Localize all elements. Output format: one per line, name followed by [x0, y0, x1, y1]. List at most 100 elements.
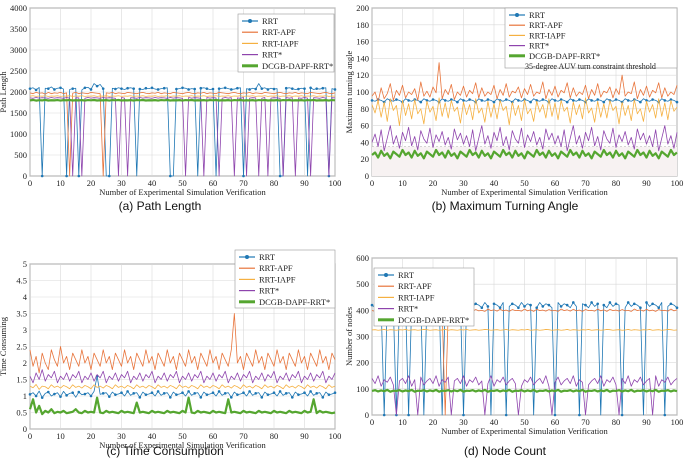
- y-tick-label: 3000: [10, 45, 27, 55]
- chart-c: 00.511.522.533.544.550 10 20 30 40 50 60 70 80 90…: [0, 249, 342, 458]
- data-point: [559, 305, 563, 308]
- data-point: [456, 100, 459, 104]
- data-point: [382, 413, 386, 417]
- y-tick-label: 4000: [10, 3, 27, 13]
- x-tick-label: 100: [671, 178, 684, 188]
- data-point: [590, 301, 593, 304]
- data-point: [553, 413, 557, 417]
- y-tick-label: 0: [23, 424, 27, 434]
- data-point: [126, 390, 129, 393]
- data-point: [407, 99, 410, 102]
- y-axis-label: Number of nodes: [344, 307, 354, 366]
- y-tick-label: 2: [23, 358, 27, 368]
- data-point: [217, 87, 221, 90]
- y-tick-label: 1: [23, 391, 27, 401]
- data-point: [529, 100, 532, 104]
- data-point: [254, 392, 257, 395]
- data-point: [114, 393, 117, 396]
- data-point: [248, 88, 251, 91]
- data-point: [83, 392, 87, 396]
- x-tick-label: 10: [56, 431, 65, 441]
- y-tick-label: 80: [361, 104, 370, 114]
- data-point: [156, 88, 160, 91]
- data-point: [480, 306, 484, 310]
- data-point: [425, 99, 429, 102]
- data-point: [34, 394, 38, 398]
- legend-label: DCGB-DAPF-RRT*: [529, 51, 600, 61]
- x-tick-label: 60: [551, 417, 560, 427]
- data-point: [205, 393, 209, 396]
- data-point: [132, 392, 135, 395]
- panel-caption: (d) Node Count: [464, 444, 547, 458]
- data-point: [620, 413, 624, 417]
- x-tick-label: 100: [329, 431, 342, 441]
- series-line-rrt-apf: [29, 92, 336, 177]
- data-point: [108, 395, 111, 398]
- data-point: [266, 393, 270, 396]
- data-point: [254, 87, 257, 91]
- legend-label: RRT-IAPF: [259, 274, 296, 284]
- y-tick-label: 40: [361, 137, 370, 147]
- data-point: [291, 396, 294, 399]
- data-point: [468, 98, 471, 101]
- data-point: [645, 99, 648, 102]
- legend-label: RRT*: [259, 286, 279, 296]
- x-tick-label: 40: [490, 417, 499, 427]
- legend-label: RRT: [262, 16, 279, 26]
- legend-label: RRT-APF: [262, 27, 296, 37]
- data-point: [291, 87, 294, 90]
- series-line-rrt-iapf: [29, 95, 336, 97]
- data-point: [108, 174, 111, 178]
- data-point: [77, 390, 81, 394]
- data-point: [297, 393, 300, 396]
- data-point: [53, 88, 56, 91]
- data-point: [315, 392, 319, 395]
- data-point: [523, 305, 526, 308]
- legend-box: [504, 7, 678, 69]
- data-point: [71, 391, 74, 395]
- data-point: [236, 393, 239, 396]
- data-point: [175, 393, 178, 396]
- x-tick-label: 80: [270, 178, 279, 188]
- x-axis-label: Number of Experimental Simulation Verifi…: [441, 426, 608, 436]
- data-point: [181, 86, 184, 90]
- x-tick-label: 0: [370, 417, 374, 427]
- chart-b: 0 20 40 60 80 100 120 140 160 180 200 0 10 20 30 40 50 60…: [344, 3, 683, 213]
- x-tick-label: 80: [612, 178, 621, 188]
- data-point: [71, 87, 74, 90]
- y-axis-label: Maximum turning angle: [344, 50, 354, 133]
- data-point: [230, 396, 233, 399]
- data-point: [40, 396, 44, 399]
- data-point: [223, 86, 227, 90]
- legend-label: DCGB-DAPF-RRT*: [262, 61, 333, 71]
- data-point: [675, 100, 679, 104]
- data-point: [608, 301, 612, 304]
- data-point: [443, 99, 447, 102]
- data-point: [639, 100, 642, 104]
- data-point: [431, 98, 435, 101]
- data-point: [565, 303, 569, 307]
- data-point: [535, 99, 538, 102]
- y-tick-label: 1500: [10, 108, 27, 118]
- data-point: [639, 306, 642, 310]
- legend-label: RRT-APF: [398, 281, 432, 291]
- x-tick-label: 80: [270, 431, 279, 441]
- series-line-dcgb-dapf-rrt-: [28, 396, 336, 416]
- data-point: [602, 100, 606, 104]
- legend-label: RRT*: [398, 304, 418, 314]
- x-tick-label: 30: [459, 178, 468, 188]
- data-point: [187, 88, 190, 91]
- data-point: [370, 303, 374, 307]
- data-point: [321, 86, 325, 90]
- data-point: [541, 98, 545, 101]
- data-point: [315, 87, 319, 90]
- data-point: [596, 302, 599, 306]
- data-point: [321, 396, 325, 399]
- legend-marker: [515, 13, 519, 17]
- data-point: [303, 87, 306, 90]
- x-tick-label: 70: [581, 417, 590, 427]
- y-tick-label: 1000: [10, 129, 27, 139]
- y-tick-label: 120: [356, 70, 369, 80]
- data-point: [504, 413, 508, 417]
